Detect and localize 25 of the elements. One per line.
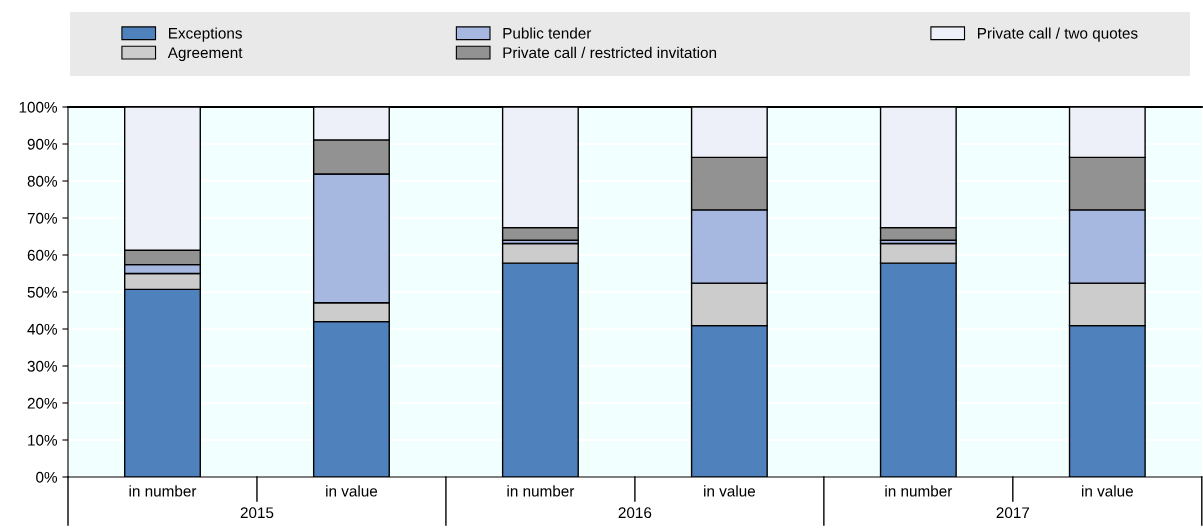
legend-label: Agreement <box>167 47 243 62</box>
x-tick-label: in value <box>704 485 756 497</box>
y-tick-label: 50% <box>27 286 58 298</box>
x-tick-label: in number <box>885 485 953 497</box>
y-tick-label: 100% <box>19 101 58 113</box>
y-tick-label: 90% <box>27 138 58 150</box>
legend-label: Public tender <box>503 27 592 39</box>
legend-label: Private call / restricted invitation <box>503 46 717 59</box>
y-tick-label: 30% <box>27 360 58 372</box>
text: 2016 <box>618 507 652 519</box>
y-tick-label: 20% <box>27 397 58 409</box>
y-tick-label: 70% <box>27 212 58 224</box>
x-tick-label: in number <box>129 485 197 497</box>
legend-label: Exceptions <box>169 27 242 42</box>
x-tick-label: in value <box>1082 485 1133 497</box>
x-tick-label: in value <box>326 485 378 497</box>
y-tick-label: 0% <box>36 471 58 483</box>
text: 2017 <box>996 507 1030 519</box>
y-tick-label: 80% <box>27 175 58 187</box>
text: 2015 <box>240 507 274 519</box>
y-tick-label: 10% <box>28 434 58 446</box>
x-tick-label: in number <box>507 485 575 497</box>
y-tick-label: 40% <box>27 323 58 335</box>
y-tick-label: 60% <box>27 249 58 261</box>
legend-label: Private call / two quotes <box>978 27 1138 42</box>
